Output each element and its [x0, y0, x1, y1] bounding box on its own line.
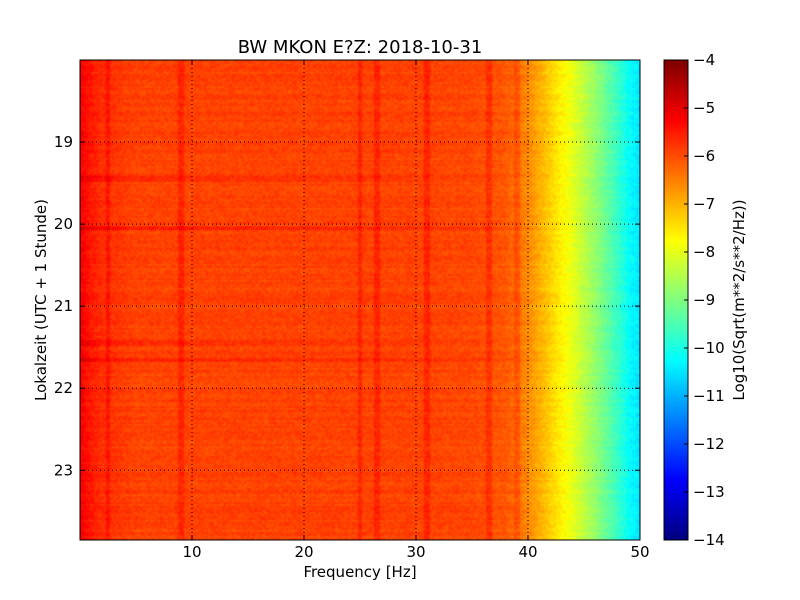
- colorbar-tick-label: −7: [693, 195, 715, 213]
- colorbar-tick-label: −13: [693, 483, 725, 501]
- y-tick-label: 20: [54, 215, 73, 233]
- colorbar-tick-label: −4: [693, 51, 715, 69]
- x-tick-label: 30: [406, 543, 425, 561]
- colorbar-tick-label: −11: [693, 387, 725, 405]
- x-axis-label: Frequency [Hz]: [303, 563, 416, 581]
- colorbar-tick-label: −10: [693, 339, 725, 357]
- plot-frame: [79, 59, 641, 541]
- y-tick-label: 19: [54, 133, 73, 151]
- chart-title: BW MKON E?Z: 2018-10-31: [238, 37, 483, 58]
- colorbar-label: Log10(Sqrt(m**2/s**2/Hz)): [730, 199, 748, 400]
- plot-area: 10 20 30 40 50 19 20 21 22 23: [54, 59, 650, 561]
- colorbar-ticks: −4 −5 −6 −7 −8 −9 −10 −11 −12 −13 −14: [684, 51, 725, 549]
- colorbar-tick-label: −6: [693, 147, 715, 165]
- colorbar-tick-label: −5: [693, 99, 715, 117]
- x-axis: 10 20 30 40 50: [182, 60, 650, 561]
- y-tick-label: 22: [54, 379, 73, 397]
- x-tick-label: 40: [518, 543, 537, 561]
- y-tick-label: 21: [54, 297, 73, 315]
- heatmap-image: [80, 60, 640, 540]
- x-tick-label: 10: [182, 543, 201, 561]
- colorbar-tick-label: −8: [693, 243, 715, 261]
- colorbar-tick-label: −9: [693, 291, 715, 309]
- x-tick-label: 20: [294, 543, 313, 561]
- x-tick-label: 50: [630, 543, 649, 561]
- y-tick-label: 23: [54, 461, 73, 479]
- grid-lines: [80, 60, 640, 540]
- y-axis: 19 20 21 22 23: [54, 133, 640, 479]
- y-axis-label: Lokalzeit (UTC + 1 Stunde): [32, 199, 50, 401]
- colorbar: −4 −5 −6 −7 −8 −9 −10 −11 −12 −13 −14 Log10(Sqrt(m…: [663, 51, 748, 549]
- colorbar-tick-label: −12: [693, 435, 725, 453]
- colorbar-tick-label: −14: [693, 531, 725, 549]
